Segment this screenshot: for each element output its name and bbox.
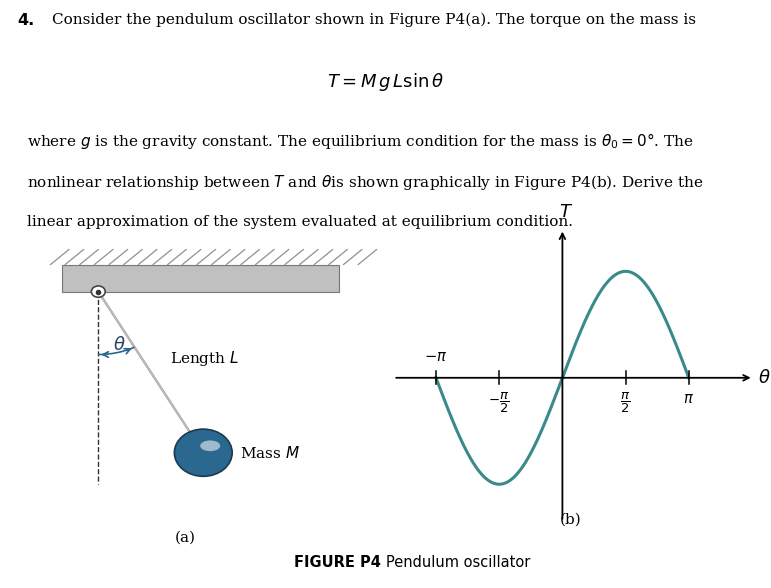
Text: $\theta$: $\theta$ (758, 369, 770, 387)
Circle shape (174, 429, 232, 476)
Text: Pendulum oscillator: Pendulum oscillator (386, 555, 530, 570)
Text: (a): (a) (174, 531, 196, 544)
Text: $\theta$: $\theta$ (113, 336, 126, 354)
Text: FIGURE P4: FIGURE P4 (294, 555, 386, 570)
Text: 4.: 4. (17, 13, 34, 28)
Text: $-\dfrac{\pi}{2}$: $-\dfrac{\pi}{2}$ (488, 390, 510, 415)
Text: where $g$ is the gravity constant. The equilibrium condition for the mass is $\t: where $g$ is the gravity constant. The e… (27, 131, 694, 151)
Ellipse shape (200, 440, 221, 451)
Text: (b): (b) (560, 513, 581, 527)
Text: $\dfrac{\pi}{2}$: $\dfrac{\pi}{2}$ (621, 390, 631, 415)
Text: nonlinear relationship between $T$ and $\theta$is shown graphically in Figure P4: nonlinear relationship between $T$ and $… (27, 173, 703, 192)
Text: Length $L$: Length $L$ (170, 349, 239, 368)
Text: Consider the pendulum oscillator shown in Figure P4(a). The torque on the mass i: Consider the pendulum oscillator shown i… (52, 13, 696, 27)
Text: $T = M\,g\,L\sin\theta$: $T = M\,g\,L\sin\theta$ (327, 71, 444, 93)
Bar (62, 265, 339, 292)
Text: Mass $M$: Mass $M$ (240, 445, 300, 461)
Text: $\pi$: $\pi$ (683, 390, 695, 406)
Text: $-\pi$: $-\pi$ (424, 349, 448, 364)
Circle shape (91, 286, 105, 298)
Text: $T$: $T$ (558, 203, 573, 221)
Text: linear approximation of the system evaluated at equilibrium condition.: linear approximation of the system evalu… (27, 215, 573, 229)
